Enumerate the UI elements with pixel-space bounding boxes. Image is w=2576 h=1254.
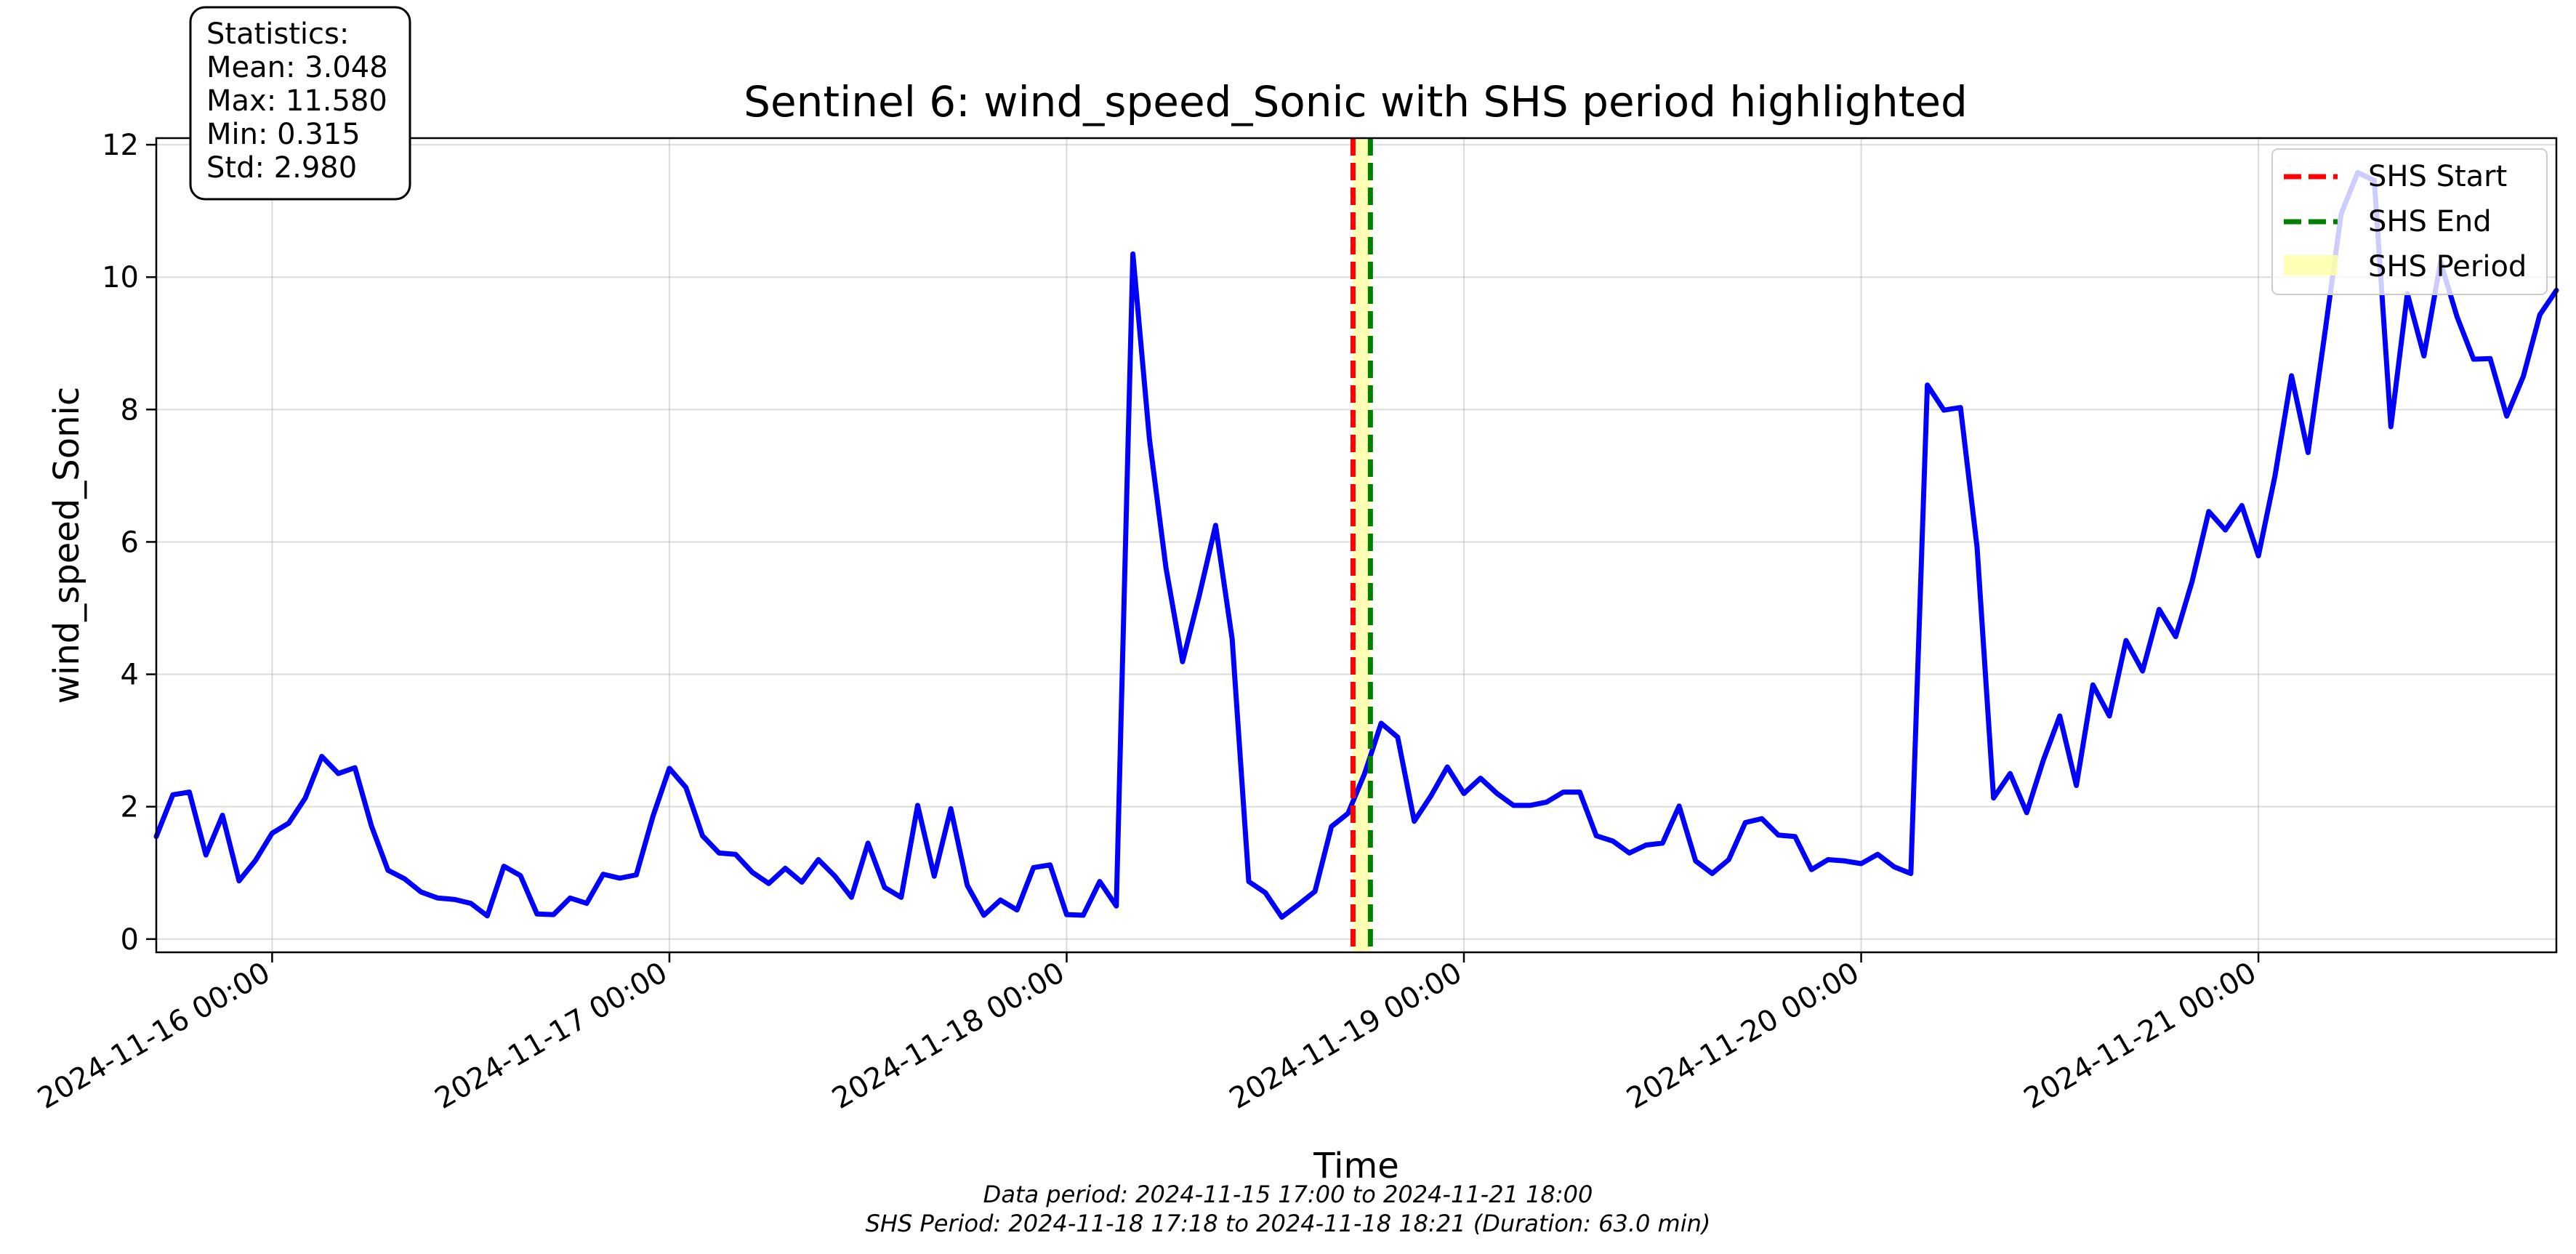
statistics-heading: Statistics: (206, 17, 349, 51)
x-tick-label: 2024-11-18 00:00 (826, 956, 1070, 1116)
y-tick-label: 4 (121, 659, 139, 692)
x-tick-label: 2024-11-17 00:00 (430, 956, 673, 1116)
x-axis-label: Time (1313, 1146, 1398, 1186)
y-tick-label: 2 (121, 791, 139, 824)
vline-layer (1350, 138, 1373, 952)
y-tick-label: 0 (121, 923, 139, 957)
shs-period-band (1353, 138, 1371, 952)
legend-label-shs-period: SHS Period (2368, 250, 2527, 284)
legend-label-shs-start: SHS Start (2368, 160, 2507, 193)
legend: SHS Start SHS End SHS Period (2271, 148, 2548, 295)
x-tick-label: 2024-11-19 00:00 (1224, 956, 1468, 1116)
y-tick-label: 6 (121, 526, 139, 559)
y-axis: 0 2 4 6 8 10 12 (102, 129, 156, 957)
data-period-note: Data period: 2024-11-15 17:00 to 2024-11… (983, 1181, 1593, 1208)
y-tick-label: 12 (102, 129, 139, 162)
statistics-frame (189, 6, 411, 201)
series-layer (153, 169, 2559, 920)
statistics-min: Min: 0.315 (206, 118, 361, 151)
y-axis-label: wind_speed_Sonic (47, 387, 87, 704)
shs-period-note: SHS Period: 2024-11-18 17:18 to 2024-11-… (865, 1210, 1711, 1237)
statistics-mean: Mean: 3.048 (206, 51, 388, 84)
plot-frame (155, 137, 2558, 954)
y-tick-label: 10 (102, 261, 139, 294)
statistics-max: Max: 11.580 (206, 84, 387, 118)
legend-label-shs-end: SHS End (2368, 205, 2492, 238)
chart-title: Sentinel 6: wind_speed_Sonic with SHS pe… (744, 77, 1968, 126)
x-tick-label: 2024-11-21 00:00 (2018, 956, 2262, 1116)
x-tick-label: 2024-11-16 00:00 (32, 956, 275, 1116)
legend-swatch-shs-period (2284, 255, 2338, 276)
series-line (153, 169, 2559, 920)
y-tick-label: 8 (121, 393, 139, 427)
statistics-std: Std: 2.980 (206, 151, 357, 185)
x-axis: 2024-11-16 00:00 2024-11-17 00:00 2024-11-… (32, 952, 2262, 1116)
shs-span-layer (1353, 138, 1371, 952)
legend-frame (2271, 148, 2548, 295)
statistics-box: Statistics: Mean: 3.048 Max: 11.580 Min:… (189, 6, 411, 201)
x-tick-label: 2024-11-20 00:00 (1621, 956, 1864, 1116)
